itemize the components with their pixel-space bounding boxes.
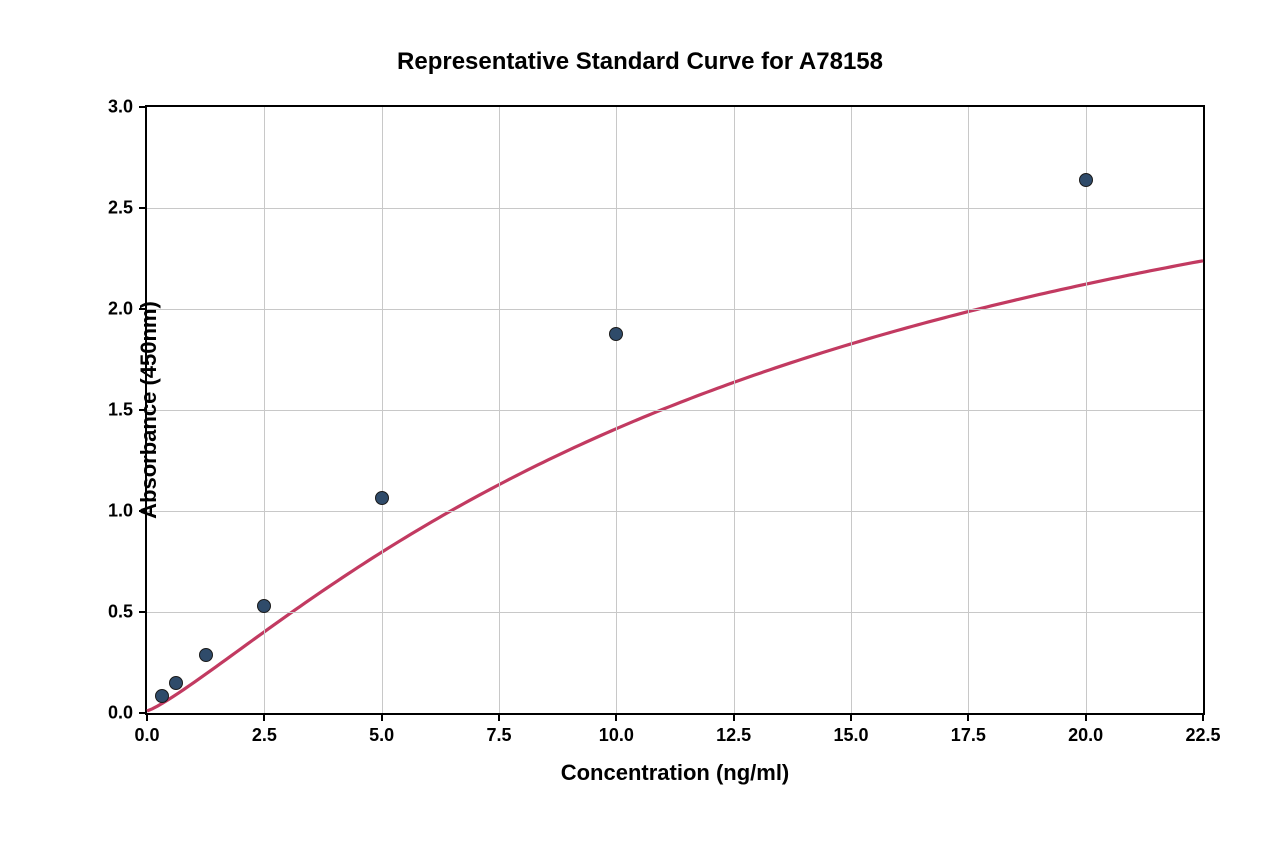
x-tick: [381, 713, 383, 721]
chart-container: Representative Standard Curve for A78158…: [0, 0, 1280, 845]
data-point: [609, 327, 623, 341]
x-tick-label: 20.0: [1068, 725, 1103, 746]
x-tick: [1085, 713, 1087, 721]
grid-line-h: [147, 208, 1203, 209]
grid-line-h: [147, 410, 1203, 411]
x-tick: [615, 713, 617, 721]
grid-line-h: [147, 612, 1203, 613]
x-tick: [263, 713, 265, 721]
x-tick-label: 12.5: [716, 725, 751, 746]
chart-title: Representative Standard Curve for A78158: [0, 48, 1280, 76]
x-tick: [498, 713, 500, 721]
x-tick: [733, 713, 735, 721]
y-axis-label: Absorbance (450nm): [40, 105, 258, 715]
x-axis-label: Concentration (ng/ml): [145, 760, 1205, 786]
x-tick-label: 7.5: [486, 725, 511, 746]
x-tick-label: 17.5: [951, 725, 986, 746]
plot-area: 0.02.55.07.510.012.515.017.520.022.50.00…: [145, 105, 1205, 715]
x-tick-label: 10.0: [599, 725, 634, 746]
data-point: [1079, 173, 1093, 187]
x-tick: [967, 713, 969, 721]
x-tick-label: 2.5: [252, 725, 277, 746]
x-tick-label: 22.5: [1185, 725, 1220, 746]
x-tick: [1202, 713, 1204, 721]
fit-curve: [147, 261, 1203, 711]
grid-line-h: [147, 511, 1203, 512]
data-point: [375, 491, 389, 505]
x-tick: [850, 713, 852, 721]
x-tick-label: 5.0: [369, 725, 394, 746]
x-tick-label: 15.0: [833, 725, 868, 746]
data-point: [257, 599, 271, 613]
x-tick-label: 0.0: [134, 725, 159, 746]
grid-line-h: [147, 309, 1203, 310]
